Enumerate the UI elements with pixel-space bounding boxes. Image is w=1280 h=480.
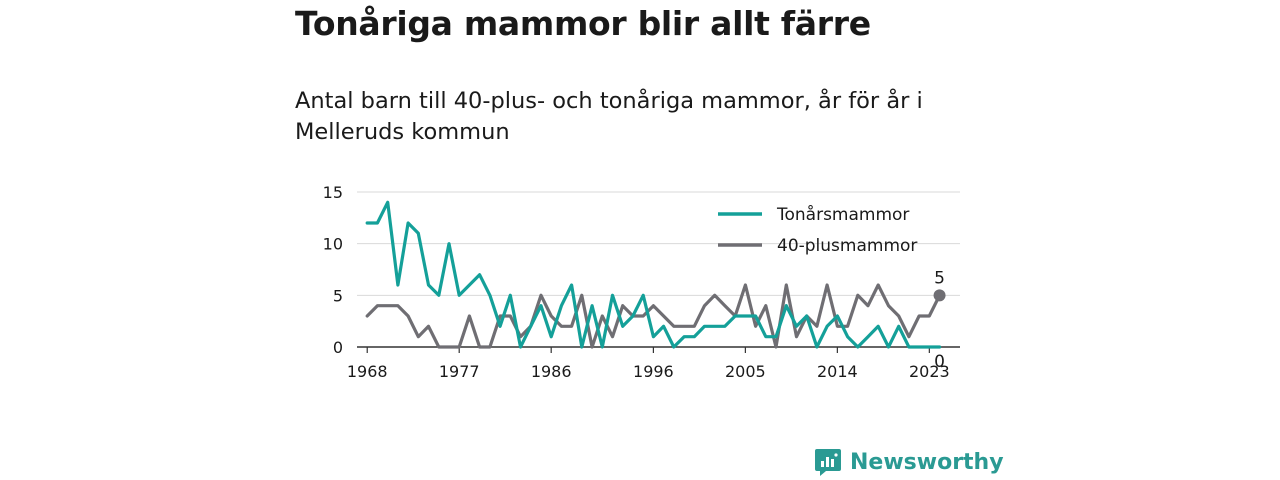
- series-line-ton-rsmammor: [365, 200, 942, 349]
- newsworthy-icon: [815, 449, 841, 476]
- x-tick-label-2005: 2005: [725, 362, 766, 381]
- end-label-tonarsmammor: 0: [934, 352, 945, 372]
- x-tick-label-1986: 1986: [531, 362, 572, 381]
- x-axis: 1968 1977 1986 1996 2005 2014 2023: [347, 346, 960, 381]
- x-tick-label-1977: 1977: [439, 362, 480, 381]
- y-tick-label-10: 10: [323, 235, 343, 254]
- chart-subtitle: Antal barn till 40-plus- och tonåriga ma…: [295, 88, 923, 145]
- legend-label-40-plusmammor: 40-plusmammor: [777, 236, 917, 256]
- chart-title: Tonåriga mammor blir allt färre: [295, 4, 871, 43]
- brand-name: Newsworthy: [850, 449, 1004, 475]
- legend-label-ton-rsmammor: Tonårsmammor: [776, 204, 909, 225]
- end-label-40-plusmammor: 5: [934, 268, 945, 288]
- newsworthy-logo: Newsworthy: [814, 447, 1004, 477]
- y-tick-label-15: 15: [323, 183, 343, 202]
- y-axis: 0 5 10 15: [323, 183, 343, 357]
- x-tick-label-1996: 1996: [633, 362, 674, 381]
- end-labels: 50: [933, 268, 946, 372]
- x-tick-label-1968: 1968: [347, 362, 388, 381]
- y-tick-label-0: 0: [333, 338, 343, 357]
- legend: Tonårsmammor 40-plusmammor: [718, 204, 917, 256]
- x-tick-label-2023: 2023: [909, 362, 950, 381]
- end-marker-40-plusmammor: [933, 289, 946, 302]
- x-tick-label-2014: 2014: [817, 362, 858, 381]
- series-lines: [365, 200, 942, 349]
- y-tick-label-5: 5: [333, 286, 343, 305]
